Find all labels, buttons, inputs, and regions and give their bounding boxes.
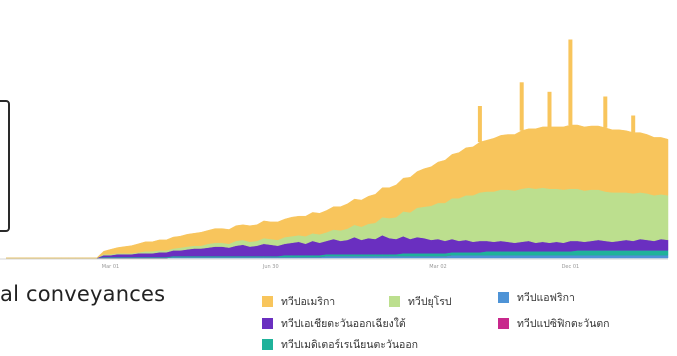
spike-4 [547,91,552,127]
legend-item-america: ทวีปอเมริกา [262,293,335,310]
legend-item-europe: ทวีปยุโรป [389,293,452,310]
area-series-group [6,124,669,259]
left-frame-border [0,100,10,232]
area-ทวีปอเมริกา [6,124,669,259]
legend-label-southeast-asia: ทวีปเอเชียตะวันออกเฉียงใต้ [281,318,406,330]
legend-label-western-pacific: ทวีปแปซิฟิกตะวันตก [517,318,610,330]
spike-0 [568,39,573,125]
legend-label-eastern-mediterranean: ทวีปเมดิเตอร์เรเนียนตะวันออก [281,339,418,351]
spike-1 [519,82,524,131]
x-tick-label: Jun 30 [262,264,279,270]
legend-swatch-america [262,296,273,307]
stacked-area-chart: Mar 01 Jun 30 Mar 02 Dec 01 [0,39,669,270]
caption-text: al conveyances [0,282,166,306]
legend: ทวีปอเมริกา ทวีปยุโรป ทวีปแอฟริกา ทวีปเอ… [262,288,672,354]
legend-label-europe: ทวีปยุโรป [408,296,452,308]
legend-item-southeast-asia: ทวีปเอเชียตะวันออกเฉียงใต้ [262,315,406,332]
legend-swatch-southeast-asia [262,318,273,329]
legend-swatch-africa [498,292,509,303]
legend-item-africa: ทวีปแอฟริกา [498,289,575,306]
legend-swatch-eastern-mediterranean [262,339,273,350]
legend-swatch-western-pacific [498,318,509,329]
spike-5 [631,115,636,133]
x-tick-label: Dec 01 [562,264,580,270]
spike-3 [477,106,482,143]
legend-item-eastern-mediterranean: ทวีปเมดิเตอร์เรเนียนตะวันออก [262,336,418,353]
legend-swatch-europe [389,296,400,307]
x-tick-labels: Mar 01 Jun 30 Mar 02 Dec 01 [102,264,579,270]
spike-2 [603,96,608,128]
legend-label-america: ทวีปอเมริกา [281,296,336,308]
x-tick-label: Mar 02 [429,264,446,270]
spike-group [477,39,636,143]
legend-item-western-pacific: ทวีปแปซิฟิกตะวันตก [498,315,610,332]
x-tick-label: Mar 01 [102,264,119,270]
legend-label-africa: ทวีปแอฟริกา [517,292,575,304]
